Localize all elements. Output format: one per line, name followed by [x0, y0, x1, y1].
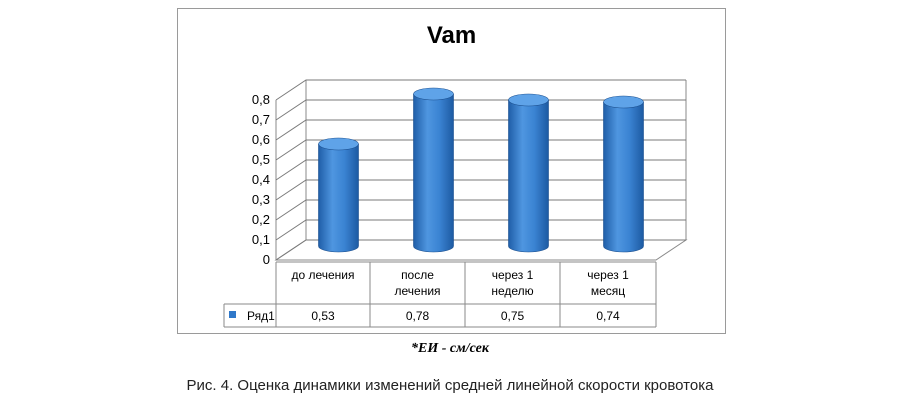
- unit-note: *ЕИ - см/сек: [411, 341, 489, 356]
- x-category-label: через 1: [587, 268, 629, 282]
- gridline: [275, 119, 686, 141]
- bar-3: [508, 93, 549, 253]
- bar-body: [603, 101, 644, 253]
- data-value-label: 0,74: [596, 309, 620, 323]
- data-value-label: 0,78: [406, 309, 430, 323]
- y-tick-label: 0,3: [252, 192, 270, 207]
- gridline: [275, 219, 686, 241]
- x-category-label: лечения: [394, 284, 440, 298]
- bar-1: [318, 137, 359, 253]
- y-tick-label: 0,1: [252, 232, 270, 247]
- bar-body: [318, 143, 359, 253]
- chart-gridlines: [275, 79, 686, 261]
- data-value-label: 0,53: [311, 309, 335, 323]
- x-category-label: после: [401, 268, 434, 282]
- y-tick-label: 0,6: [252, 132, 270, 147]
- y-axis: 0 0,1 0,2 0,3 0,4 0,5 0,6 0,7 0,8: [252, 92, 270, 267]
- bar-top: [508, 93, 549, 107]
- figure-caption: Рис. 4. Оценка динамики изменений средне…: [186, 377, 714, 394]
- x-category-label: неделю: [491, 284, 533, 298]
- gridline: [275, 199, 686, 221]
- bar-top: [318, 137, 359, 151]
- y-tick-label: 0,2: [252, 212, 270, 227]
- x-category-label: через 1: [492, 268, 534, 282]
- y-tick-label: 0,4: [252, 172, 270, 187]
- bar-top: [603, 95, 644, 109]
- chart-title: Vam: [426, 22, 477, 49]
- gridline: [275, 159, 686, 181]
- chart-bars: [318, 87, 644, 253]
- gridline: [275, 179, 686, 201]
- x-category-label: до лечения: [291, 268, 354, 282]
- data-table: до лечения после лечения через 1 неделю через…: [223, 261, 657, 328]
- bar-2: [413, 87, 454, 253]
- gridline: [275, 79, 686, 101]
- y-tick-label: 0: [263, 252, 270, 267]
- x-category-label: месяц: [591, 284, 625, 298]
- gridline: [275, 239, 686, 261]
- y-tick-label: 0,5: [252, 152, 270, 167]
- bar-top: [413, 87, 454, 101]
- data-value-label: 0,75: [501, 309, 525, 323]
- y-tick-label: 0,8: [252, 92, 270, 107]
- bar-body: [413, 93, 454, 253]
- legend-series-name: Ряд1: [247, 309, 275, 323]
- bar-4: [603, 95, 644, 253]
- bar-body: [508, 99, 549, 253]
- legend-swatch: [229, 311, 236, 318]
- gridline: [275, 139, 686, 161]
- y-tick-label: 0,7: [252, 112, 270, 127]
- gridline: [275, 99, 686, 121]
